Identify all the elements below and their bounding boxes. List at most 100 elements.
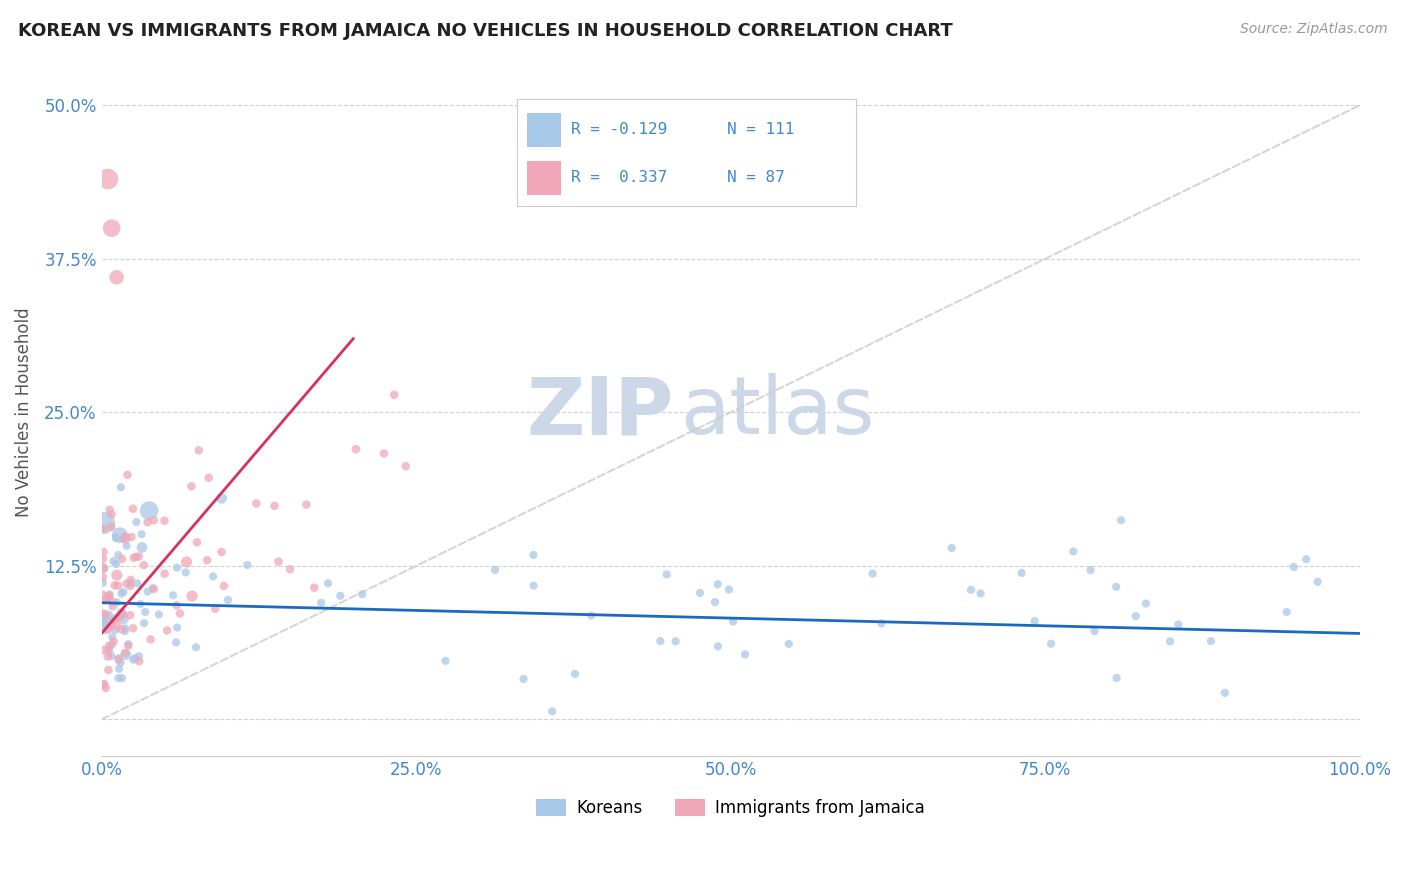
Point [941,541,963,555]
Point [94,592,117,607]
Point [134,605,156,619]
Point [1040,637,1063,651]
Point [108,610,131,624]
Point [100,619,122,633]
Point [541,704,564,718]
Point [108,651,131,665]
Point [94,623,117,637]
Point [93,545,115,559]
Point [128,649,150,664]
Point [655,567,678,582]
Point [165,635,187,649]
Point [131,541,153,555]
Point [107,579,129,593]
Legend: Koreans, Immigrants from Jamaica: Koreans, Immigrants from Jamaica [529,792,932,823]
Point [148,607,170,622]
Point [1105,580,1128,594]
Point [100,648,122,663]
Point [105,568,128,582]
Point [309,596,332,610]
Point [703,595,725,609]
Point [136,516,159,530]
Point [139,632,162,647]
Point [97,622,120,636]
Point [142,581,165,595]
Point [132,616,155,631]
Point [93,516,115,530]
Point [512,672,534,686]
Point [91,551,114,566]
Point [103,614,125,628]
Text: KOREAN VS IMMIGRANTS FROM JAMAICA NO VEHICLES IN HOUSEHOLD CORRELATION CHART: KOREAN VS IMMIGRANTS FROM JAMAICA NO VEH… [18,22,953,40]
Point [960,582,983,597]
Point [153,514,176,528]
Point [97,589,120,603]
Y-axis label: No Vehicles in Household: No Vehicles in Household [15,308,32,517]
Point [101,594,124,608]
Point [707,640,730,654]
Point [115,539,138,553]
Point [97,172,120,186]
Point [1213,686,1236,700]
Point [1167,617,1189,632]
Point [180,479,202,493]
Point [97,649,120,664]
Point [105,618,128,632]
Point [110,622,132,636]
Point [382,388,405,402]
Point [108,528,131,542]
Point [100,519,122,533]
Point [97,614,120,628]
Point [111,551,134,566]
Point [267,555,290,569]
Point [176,555,198,569]
Point [110,606,132,620]
Point [103,634,125,648]
Point [91,607,114,621]
Point [120,576,142,591]
Point [93,677,115,691]
Point [1105,671,1128,685]
Point [1275,605,1298,619]
Point [93,616,115,631]
Point [114,624,136,639]
Point [101,630,124,644]
Point [707,577,730,591]
Point [1159,634,1181,648]
Point [107,671,129,685]
Point [197,471,219,485]
Point [717,582,740,597]
Point [117,637,139,651]
Point [142,582,165,597]
Point [862,566,884,581]
Point [564,666,586,681]
Point [98,587,121,601]
Point [1109,513,1132,527]
Point [122,550,145,565]
Point [522,548,544,562]
Point [110,586,132,600]
Point [97,644,120,658]
Point [1199,634,1222,648]
Point [128,654,150,668]
Point [104,623,127,637]
Point [212,579,235,593]
Point [166,560,188,574]
Point [105,595,128,609]
Point [112,612,135,626]
Point [98,608,121,623]
Point [108,662,131,676]
Point [186,535,208,549]
Point [117,639,139,653]
Point [91,562,114,576]
Point [110,656,132,670]
Point [969,586,991,600]
Point [1135,597,1157,611]
Point [195,553,218,567]
Point [100,508,122,522]
Point [91,570,114,584]
Point [778,637,800,651]
Point [204,601,226,615]
Point [105,270,128,285]
Point [734,648,756,662]
